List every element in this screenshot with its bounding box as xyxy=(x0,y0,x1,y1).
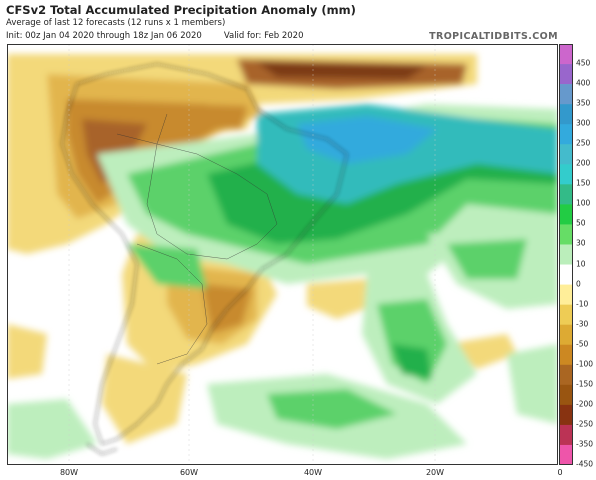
colorbar-label: -350 xyxy=(576,439,594,449)
anomaly-fill xyxy=(7,54,558,459)
colorbar-cell xyxy=(559,164,573,185)
colorbar-label: 450 xyxy=(576,58,591,68)
lon-label-20w: 20W xyxy=(425,468,445,477)
colorbar xyxy=(559,44,573,465)
init-text: Init: 00z Jan 04 2020 through 18z Jan 06… xyxy=(6,31,202,41)
colorbar-cell xyxy=(559,384,573,406)
colorbar-cell xyxy=(559,144,573,165)
colorbar-label: 50 xyxy=(576,218,586,228)
colorbar-cell xyxy=(559,184,573,205)
colorbar-cell xyxy=(559,424,573,446)
colorbar-label: -10 xyxy=(576,299,589,309)
lon-label-40w: 40W xyxy=(303,468,323,477)
colorbar-cell xyxy=(559,324,573,346)
colorbar-label: 10 xyxy=(576,259,586,269)
init-valid-line: Init: 00z Jan 04 2020 through 18z Jan 06… xyxy=(6,31,304,41)
map-subtitle: Average of last 12 forecasts (12 runs x … xyxy=(6,18,226,28)
colorbar-cell xyxy=(559,84,573,105)
colorbar-label: 200 xyxy=(576,158,591,168)
colorbar-cell xyxy=(559,364,573,386)
colorbar-label: -200 xyxy=(576,399,594,409)
colorbar-label: 100 xyxy=(576,198,591,208)
colorbar-label: -450 xyxy=(576,459,594,469)
lon-label-80w: 80W xyxy=(59,468,79,477)
colorbar-cell xyxy=(559,264,573,285)
colorbar-label: 0 xyxy=(576,279,581,289)
colorbar-label: -30 xyxy=(576,319,589,329)
brand-watermark: TROPICALTIDBITS.COM xyxy=(429,31,558,42)
lon-label-0: 0 xyxy=(557,468,563,477)
valid-text: Valid for: Feb 2020 xyxy=(223,31,304,41)
colorbar-cell xyxy=(559,284,573,305)
colorbar-label: 150 xyxy=(576,178,591,188)
colorbar-cell xyxy=(559,44,573,65)
colorbar-label: -50 xyxy=(576,339,589,349)
colorbar-label: 350 xyxy=(576,98,591,108)
coastlines xyxy=(61,63,348,455)
lon-label-60w: 60W xyxy=(179,468,199,477)
precip-anomaly-map xyxy=(7,44,558,465)
colorbar-cell xyxy=(559,404,573,426)
colorbar-cell xyxy=(559,124,573,145)
colorbar-cell xyxy=(559,204,573,225)
colorbar-label: 300 xyxy=(576,118,591,128)
colorbar-label: 30 xyxy=(576,238,586,248)
colorbar-cell xyxy=(559,304,573,325)
map-title: CFSv2 Total Accumulated Precipitation An… xyxy=(6,3,356,17)
colorbar-cell xyxy=(559,444,573,465)
colorbar-label: -100 xyxy=(576,359,594,369)
map-gridlines xyxy=(68,44,436,465)
colorbar-label: 400 xyxy=(576,78,591,88)
colorbar-label: 250 xyxy=(576,138,591,148)
colorbar-cell xyxy=(559,64,573,85)
colorbar-cell xyxy=(559,244,573,265)
colorbar-label: -150 xyxy=(576,379,594,389)
colorbar-cell xyxy=(559,104,573,125)
map-frame xyxy=(7,44,558,465)
colorbar-cell xyxy=(559,344,573,366)
political-borders xyxy=(116,113,278,365)
colorbar-cell xyxy=(559,224,573,245)
colorbar-label: -250 xyxy=(576,419,594,429)
